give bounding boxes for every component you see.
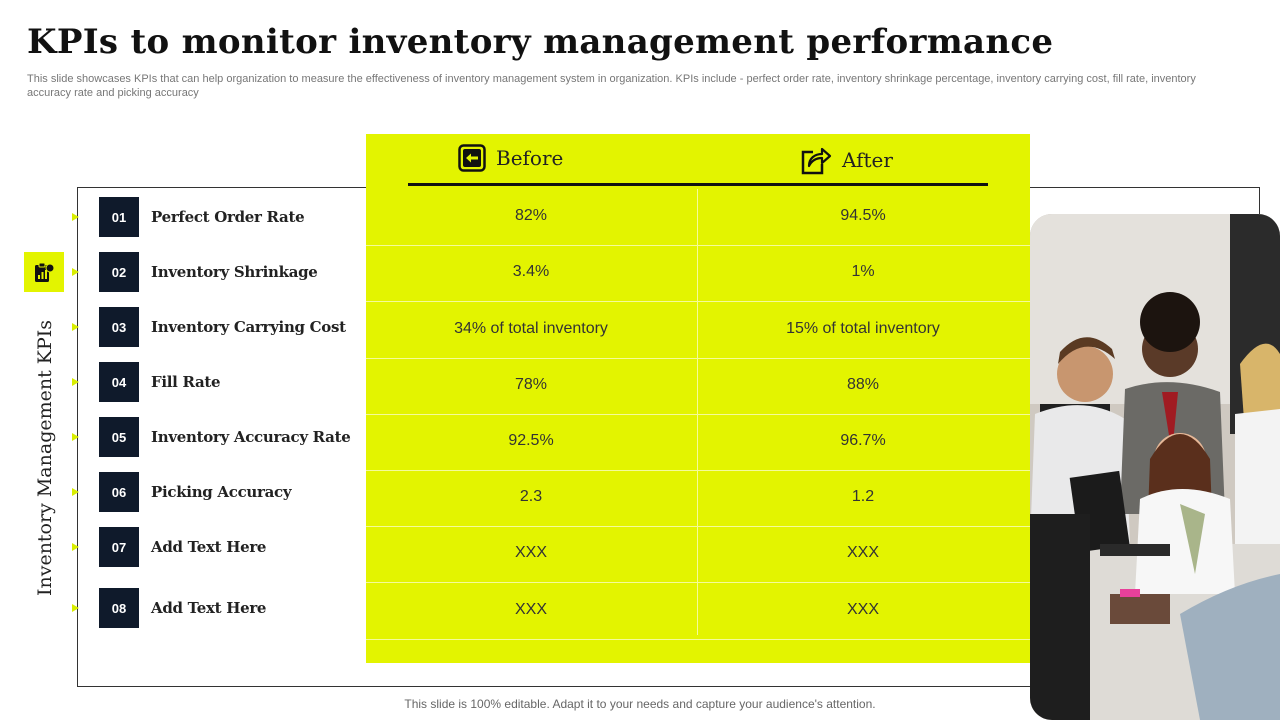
after-value: XXX	[846, 544, 879, 562]
after-value: 94.5%	[840, 207, 886, 225]
kpi-row: 03 Inventory Carrying Cost	[70, 307, 370, 347]
after-header: After	[800, 144, 893, 176]
kpi-row: 01 Perfect Order Rate	[70, 197, 370, 237]
kpi-name: Add Text Here	[151, 599, 267, 617]
kpi-row: 06 Picking Accuracy	[70, 472, 370, 512]
before-header: Before	[458, 144, 563, 172]
clipboard-chart-icon	[24, 252, 64, 292]
after-label: After	[842, 148, 893, 172]
kpi-number: 04	[99, 362, 139, 402]
kpi-number: 06	[99, 472, 139, 512]
before-value: 78%	[514, 375, 548, 393]
after-value: 15% of total inventory	[786, 319, 940, 337]
row-divider	[366, 413, 1030, 415]
before-value: 92.5%	[508, 431, 554, 449]
before-value: 3.4%	[512, 263, 550, 281]
row-divider	[366, 245, 1030, 247]
kpi-number: 08	[99, 588, 139, 628]
bullet-arrow-icon	[72, 323, 79, 331]
kpi-name: Inventory Carrying Cost	[151, 318, 346, 336]
footer-note: This slide is 100% editable. Adapt it to…	[404, 697, 876, 711]
row-divider	[366, 526, 1030, 528]
column-divider	[697, 189, 698, 635]
row-divider	[366, 470, 1030, 471]
before-value: 82%	[514, 207, 548, 225]
kpi-name: Fill Rate	[151, 373, 221, 391]
bullet-arrow-icon	[72, 268, 79, 276]
row-divider	[366, 301, 1030, 303]
kpi-row: 08 Add Text Here	[70, 588, 370, 628]
bullet-arrow-icon	[72, 378, 79, 386]
kpi-number: 01	[99, 197, 139, 237]
page-subtitle: This slide showcases KPIs that can help …	[27, 73, 1196, 99]
after-value: 96.7%	[840, 431, 886, 449]
kpi-number: 03	[99, 307, 139, 347]
bullet-arrow-icon	[72, 604, 79, 612]
comparison-table: Before After 82% 94.5% 3.4% 1% 34% of total …	[366, 134, 1030, 663]
row-divider	[366, 357, 1030, 359]
after-value: 88%	[846, 375, 880, 393]
team-photo	[1030, 214, 1280, 720]
after-value: 1%	[851, 263, 875, 281]
bullet-arrow-icon	[72, 213, 79, 221]
before-value: 34% of total inventory	[454, 319, 608, 337]
page-title: KPIs to monitor inventory management per…	[27, 22, 1054, 62]
kpi-number: 05	[99, 417, 139, 457]
after-value: 1.2	[851, 488, 875, 506]
side-label: Inventory Management KPIs	[34, 319, 56, 597]
before-value: 2.3	[519, 488, 543, 506]
before-value: XXX	[514, 600, 547, 618]
bullet-arrow-icon	[72, 488, 79, 496]
kpi-name: Inventory Accuracy Rate	[151, 428, 351, 446]
arrow-left-box-icon	[458, 144, 486, 172]
kpi-name: Perfect Order Rate	[151, 208, 305, 226]
kpi-name: Inventory Shrinkage	[151, 263, 318, 281]
kpi-row: 07 Add Text Here	[70, 527, 370, 567]
bullet-arrow-icon	[72, 543, 79, 551]
share-arrow-icon	[801, 147, 832, 175]
kpi-number: 02	[99, 252, 139, 292]
kpi-row: 04 Fill Rate	[70, 362, 370, 402]
bullet-arrow-icon	[72, 433, 79, 441]
kpi-name: Picking Accuracy	[151, 483, 292, 501]
kpi-row: 02 Inventory Shrinkage	[70, 252, 370, 292]
kpi-name: Add Text Here	[151, 538, 267, 556]
row-divider	[366, 638, 1030, 640]
table-header: Before After	[408, 134, 988, 186]
before-value: XXX	[514, 544, 547, 562]
kpi-number: 07	[99, 527, 139, 567]
before-label: Before	[496, 146, 564, 170]
kpi-row: 05 Inventory Accuracy Rate	[70, 417, 370, 457]
after-value: XXX	[846, 600, 879, 618]
row-divider	[366, 582, 1030, 584]
